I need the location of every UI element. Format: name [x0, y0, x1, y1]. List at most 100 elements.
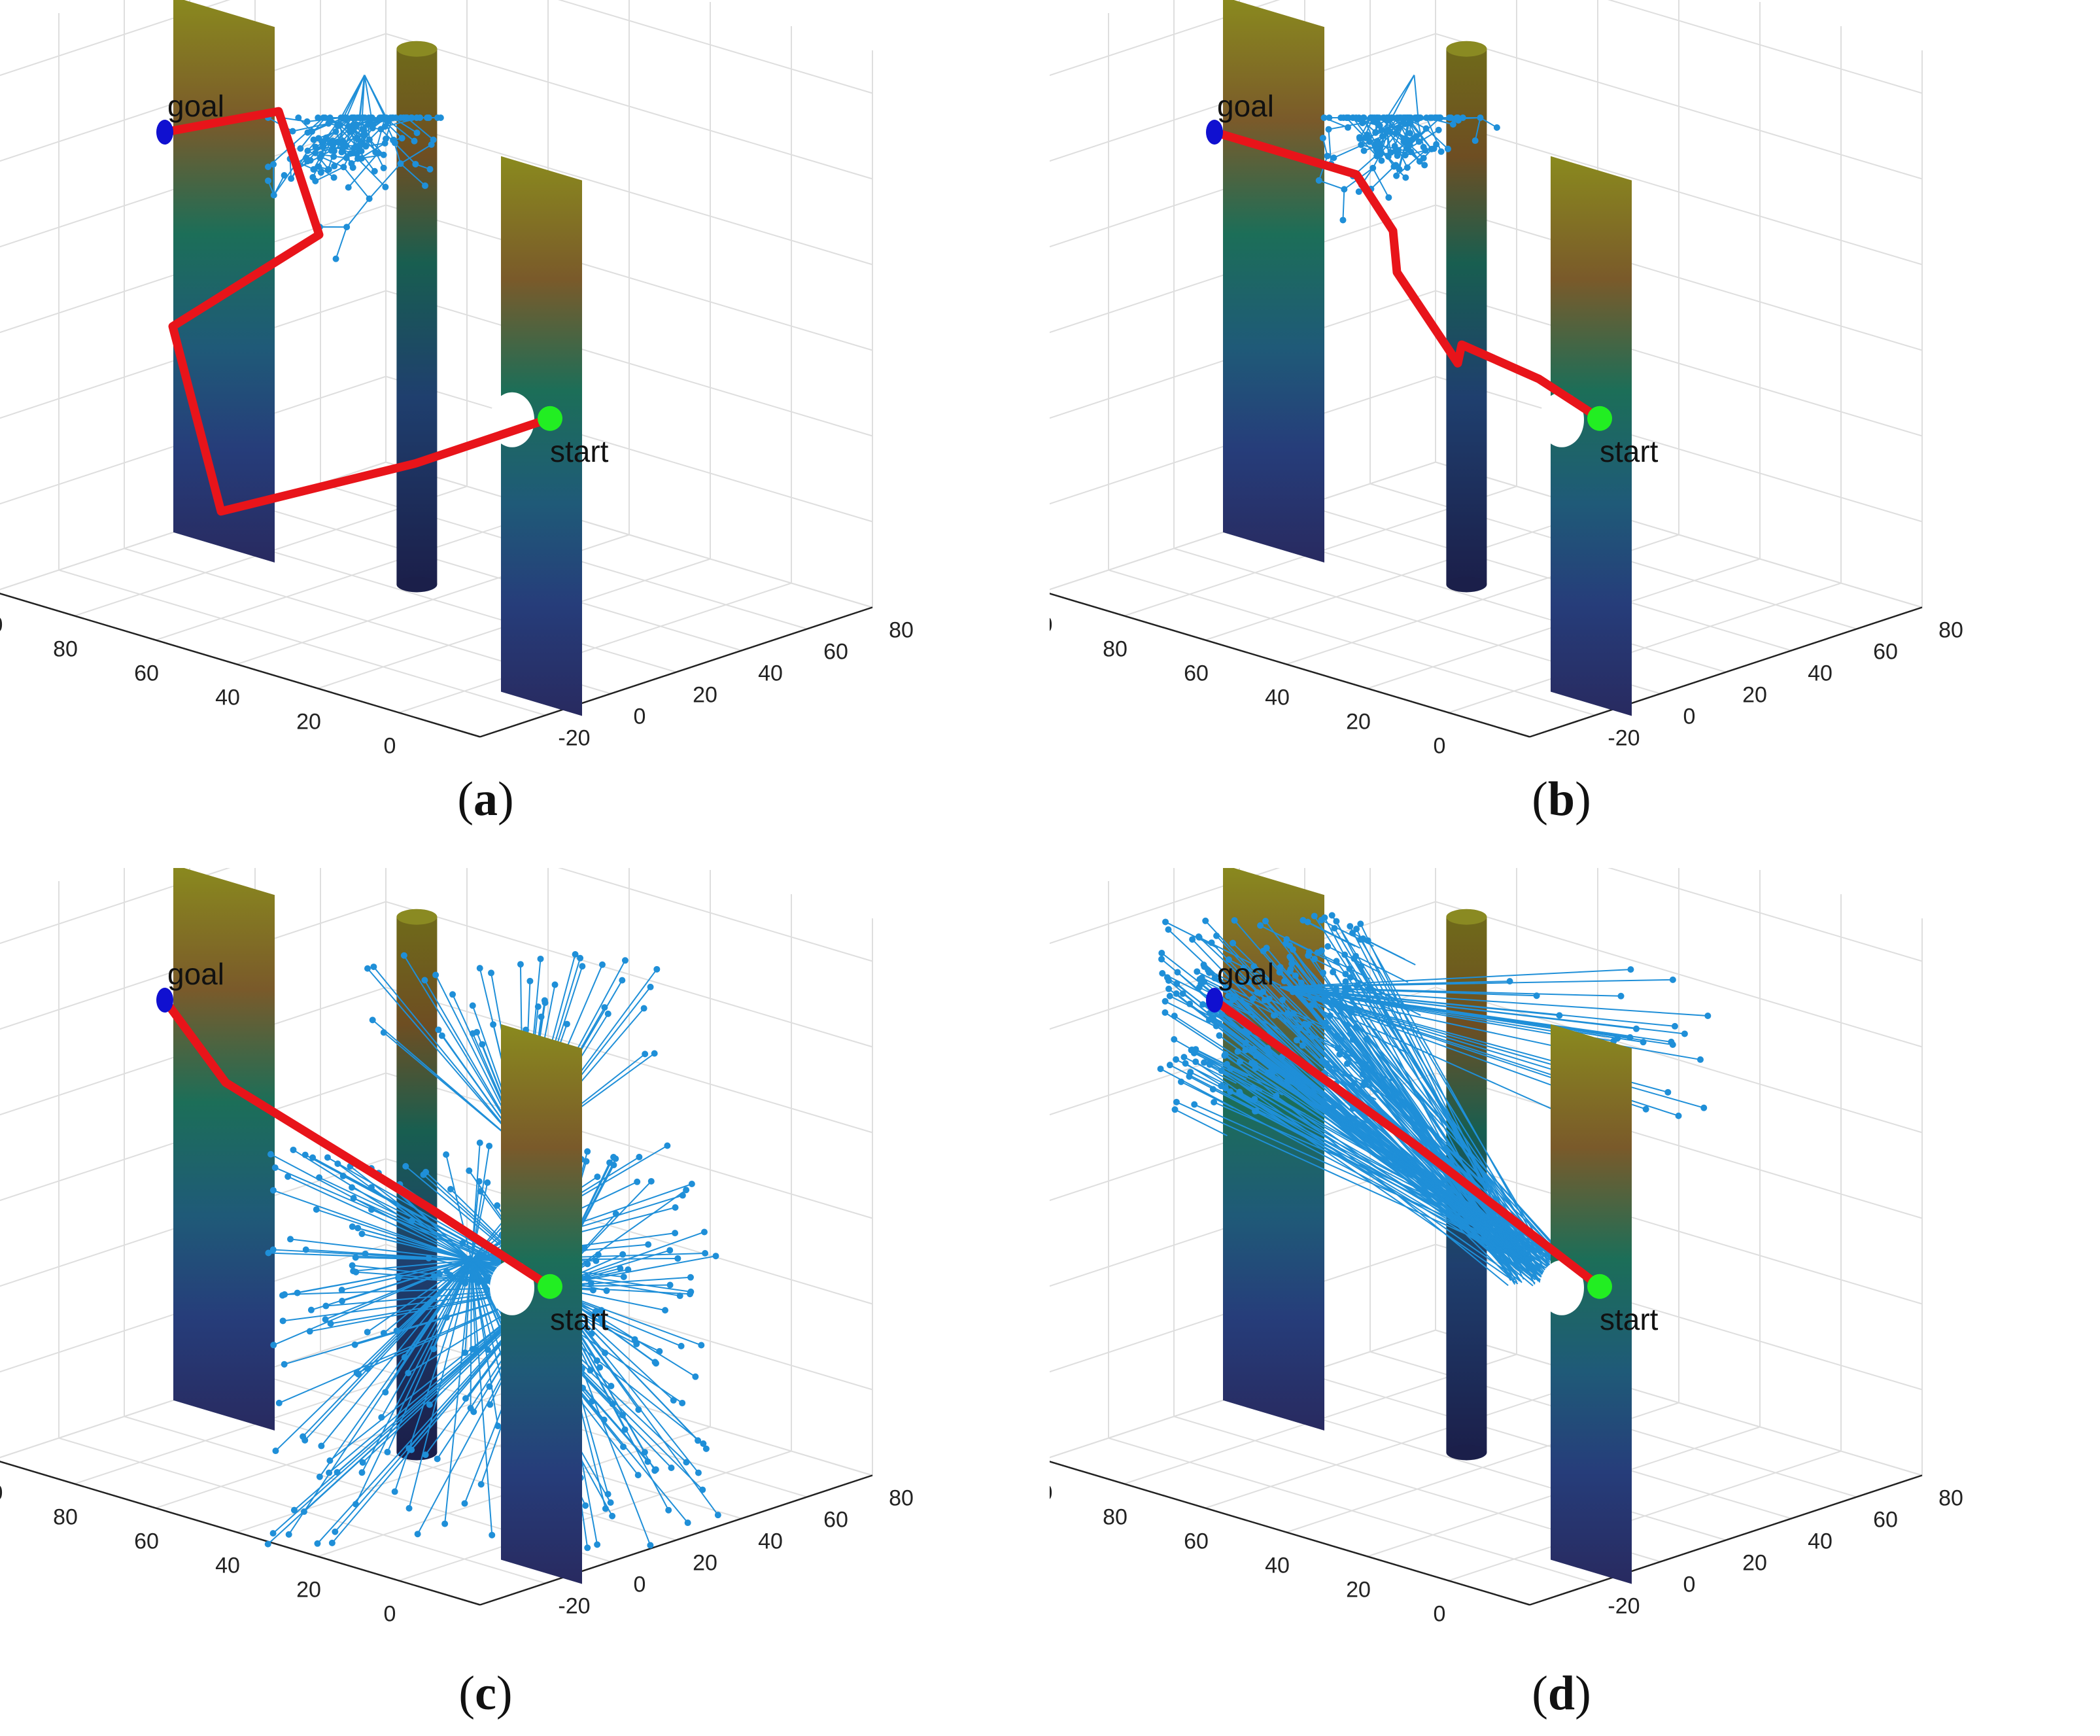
y-axis-line	[479, 606, 873, 738]
obstacle-wall-right	[501, 156, 582, 716]
tree-node	[332, 1528, 339, 1535]
tree-edge	[367, 1259, 472, 1333]
tree-node	[1157, 1066, 1164, 1073]
caption-b: (b)	[1431, 772, 1693, 827]
tree-node	[621, 957, 628, 964]
start-label: start	[1600, 434, 1659, 468]
tree-edge	[356, 117, 384, 140]
x-tick-label: 100	[1050, 1481, 1052, 1506]
tree-node	[1704, 1013, 1712, 1020]
tree-node	[702, 1249, 709, 1257]
tree-edge	[1279, 969, 1631, 988]
tree-node	[324, 1154, 331, 1161]
marker-labels: start goal	[1217, 957, 1659, 1336]
tree-node	[695, 1437, 702, 1444]
tree-edge	[1302, 919, 1356, 947]
tree-node	[295, 114, 302, 121]
tree-edge	[1425, 128, 1449, 150]
tree-edge	[1174, 1015, 1557, 1265]
tree-node	[601, 1004, 608, 1011]
tree-node	[318, 1442, 325, 1450]
tree-node	[1681, 1030, 1688, 1037]
tree-node	[270, 1342, 277, 1349]
tree-node	[421, 182, 428, 189]
tree-node	[636, 1153, 643, 1160]
tree-node	[692, 1373, 699, 1380]
tree-edge	[361, 1260, 472, 1473]
tree-node	[1263, 945, 1270, 952]
tree-node	[1339, 217, 1347, 224]
tree-node	[349, 1223, 356, 1230]
tree-edge	[317, 117, 349, 128]
caption-d: (d)	[1431, 1666, 1693, 1722]
tree-node	[1356, 133, 1363, 141]
tree-edge	[321, 154, 347, 159]
tree-edge	[1355, 955, 1409, 983]
tree-edge	[1252, 1087, 1306, 1115]
obstacle-wall-left	[1223, 0, 1324, 563]
tree-edge	[1273, 1015, 1327, 1043]
tree-node	[1320, 969, 1327, 977]
tree-node	[634, 1178, 641, 1185]
cylinder-top	[396, 41, 438, 57]
tree-edge	[471, 1260, 499, 1427]
tree-node	[653, 1360, 660, 1367]
tree-edge	[1239, 1060, 1535, 1270]
tree-node	[619, 977, 626, 984]
tree-node	[672, 1204, 679, 1211]
tree-node	[1376, 122, 1383, 130]
tree-edge	[1331, 914, 1545, 1258]
tree-node	[370, 963, 377, 971]
tree-edge	[273, 1189, 472, 1261]
tree-node	[684, 1519, 691, 1527]
tree-node	[1180, 1054, 1188, 1061]
tree-node	[421, 977, 428, 984]
tree-node	[371, 167, 378, 175]
y-tick-label: 40	[758, 661, 783, 686]
rrt-tree	[1315, 75, 1500, 224]
tree-node	[359, 1459, 366, 1466]
tree-node	[634, 1472, 642, 1479]
tree-edge	[400, 144, 432, 165]
tree-node	[330, 174, 337, 181]
tree-node	[313, 1206, 320, 1213]
tree-node	[1364, 131, 1371, 138]
tree-edge	[345, 75, 366, 118]
tree-node	[290, 1506, 298, 1514]
tree-node	[437, 114, 444, 121]
tree-node	[1279, 996, 1286, 1003]
tree-node	[336, 139, 343, 147]
cylinder-top	[1446, 41, 1487, 57]
tree-node	[712, 1253, 719, 1260]
tree-node	[1171, 1013, 1178, 1020]
tree-node	[678, 1342, 685, 1349]
tree-node	[674, 1255, 681, 1262]
tree-edge	[385, 117, 393, 139]
tree-edge	[1381, 123, 1405, 154]
y-tick-label: 0	[1683, 1572, 1696, 1597]
y-tick-label: 20	[1742, 1551, 1767, 1576]
tree-edge	[1209, 1064, 1263, 1092]
cylinder-bottom	[1446, 576, 1487, 593]
caption-open-paren: (	[1532, 773, 1548, 826]
tree-node	[1632, 1025, 1640, 1032]
tree-edge	[1356, 117, 1376, 122]
goal-marker	[156, 988, 173, 1013]
tree-node	[434, 1455, 441, 1463]
tree-node	[1533, 992, 1540, 999]
tree-node	[1311, 912, 1318, 920]
tree-node	[368, 1184, 375, 1191]
tree-edge	[367, 967, 524, 1150]
tree-node	[362, 1250, 369, 1257]
tree-node	[267, 1151, 274, 1158]
tree-edge	[1370, 165, 1395, 190]
goal-marker	[1206, 988, 1223, 1013]
tree-edge	[313, 139, 338, 143]
tree-node	[1449, 121, 1456, 128]
tree-edge	[433, 1260, 472, 1349]
caption-letter: c	[475, 1667, 496, 1720]
